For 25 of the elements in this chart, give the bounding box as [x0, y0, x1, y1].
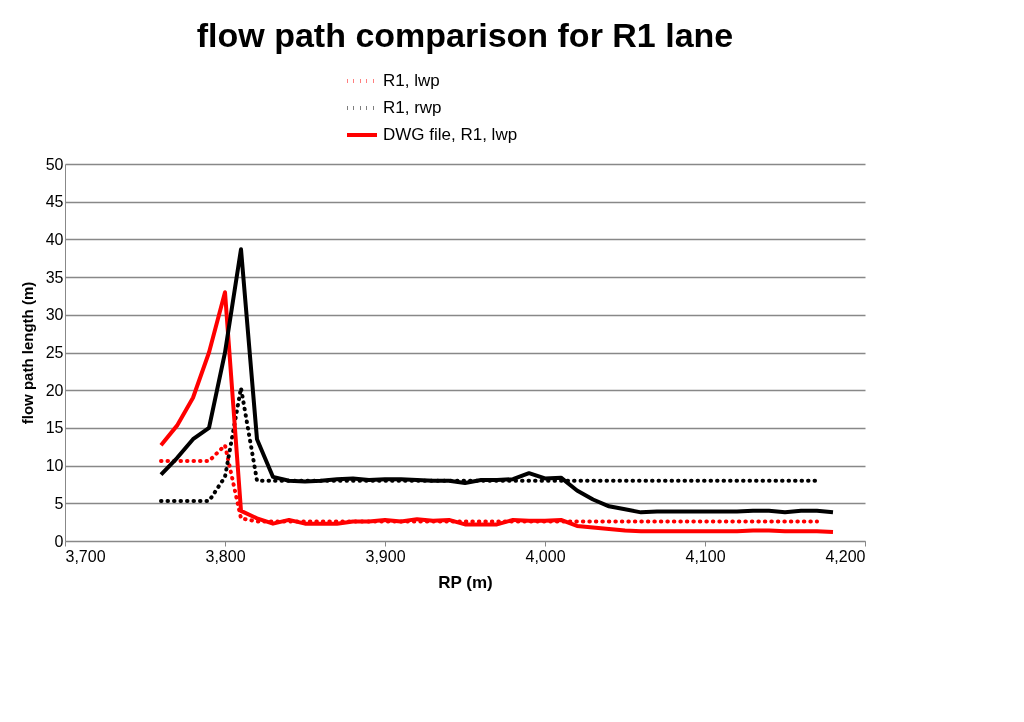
x-axis-title: RP (m) — [438, 572, 493, 592]
legend-label: DWG file, R1, lwp — [383, 125, 518, 144]
x-tick-label: 4,100 — [685, 547, 726, 565]
y-axis-title: flow path length (m) — [18, 281, 36, 425]
y-tick-label: 45 — [45, 193, 64, 211]
x-tick-label: 3,800 — [205, 547, 246, 565]
y-tick-label: 25 — [45, 344, 64, 361]
y-tick-label: 30 — [45, 306, 64, 324]
line-series — [159, 290, 835, 534]
x-tick-label: 4,000 — [525, 547, 566, 565]
y-tick-label: 35 — [45, 268, 64, 286]
y-tick-label: 0 — [54, 532, 64, 550]
y-tick-label: 20 — [45, 381, 64, 399]
x-tick-label: 3,700 — [65, 547, 106, 565]
y-tick-label: 5 — [54, 494, 64, 512]
line-series — [159, 247, 835, 515]
chart-title: flow path comparison for R1 lane — [196, 16, 734, 54]
legend-label: R1, rwp — [383, 98, 442, 117]
y-tick-label: 10 — [45, 457, 64, 475]
x-tick-label: 4,200 — [825, 547, 866, 565]
y-tick-label: 15 — [45, 419, 64, 437]
legend-label: R1, lwp — [383, 71, 440, 90]
y-tick-label: 40 — [45, 230, 64, 248]
y-tick-label: 50 — [45, 155, 64, 173]
x-tick-label: 3,900 — [365, 547, 406, 565]
